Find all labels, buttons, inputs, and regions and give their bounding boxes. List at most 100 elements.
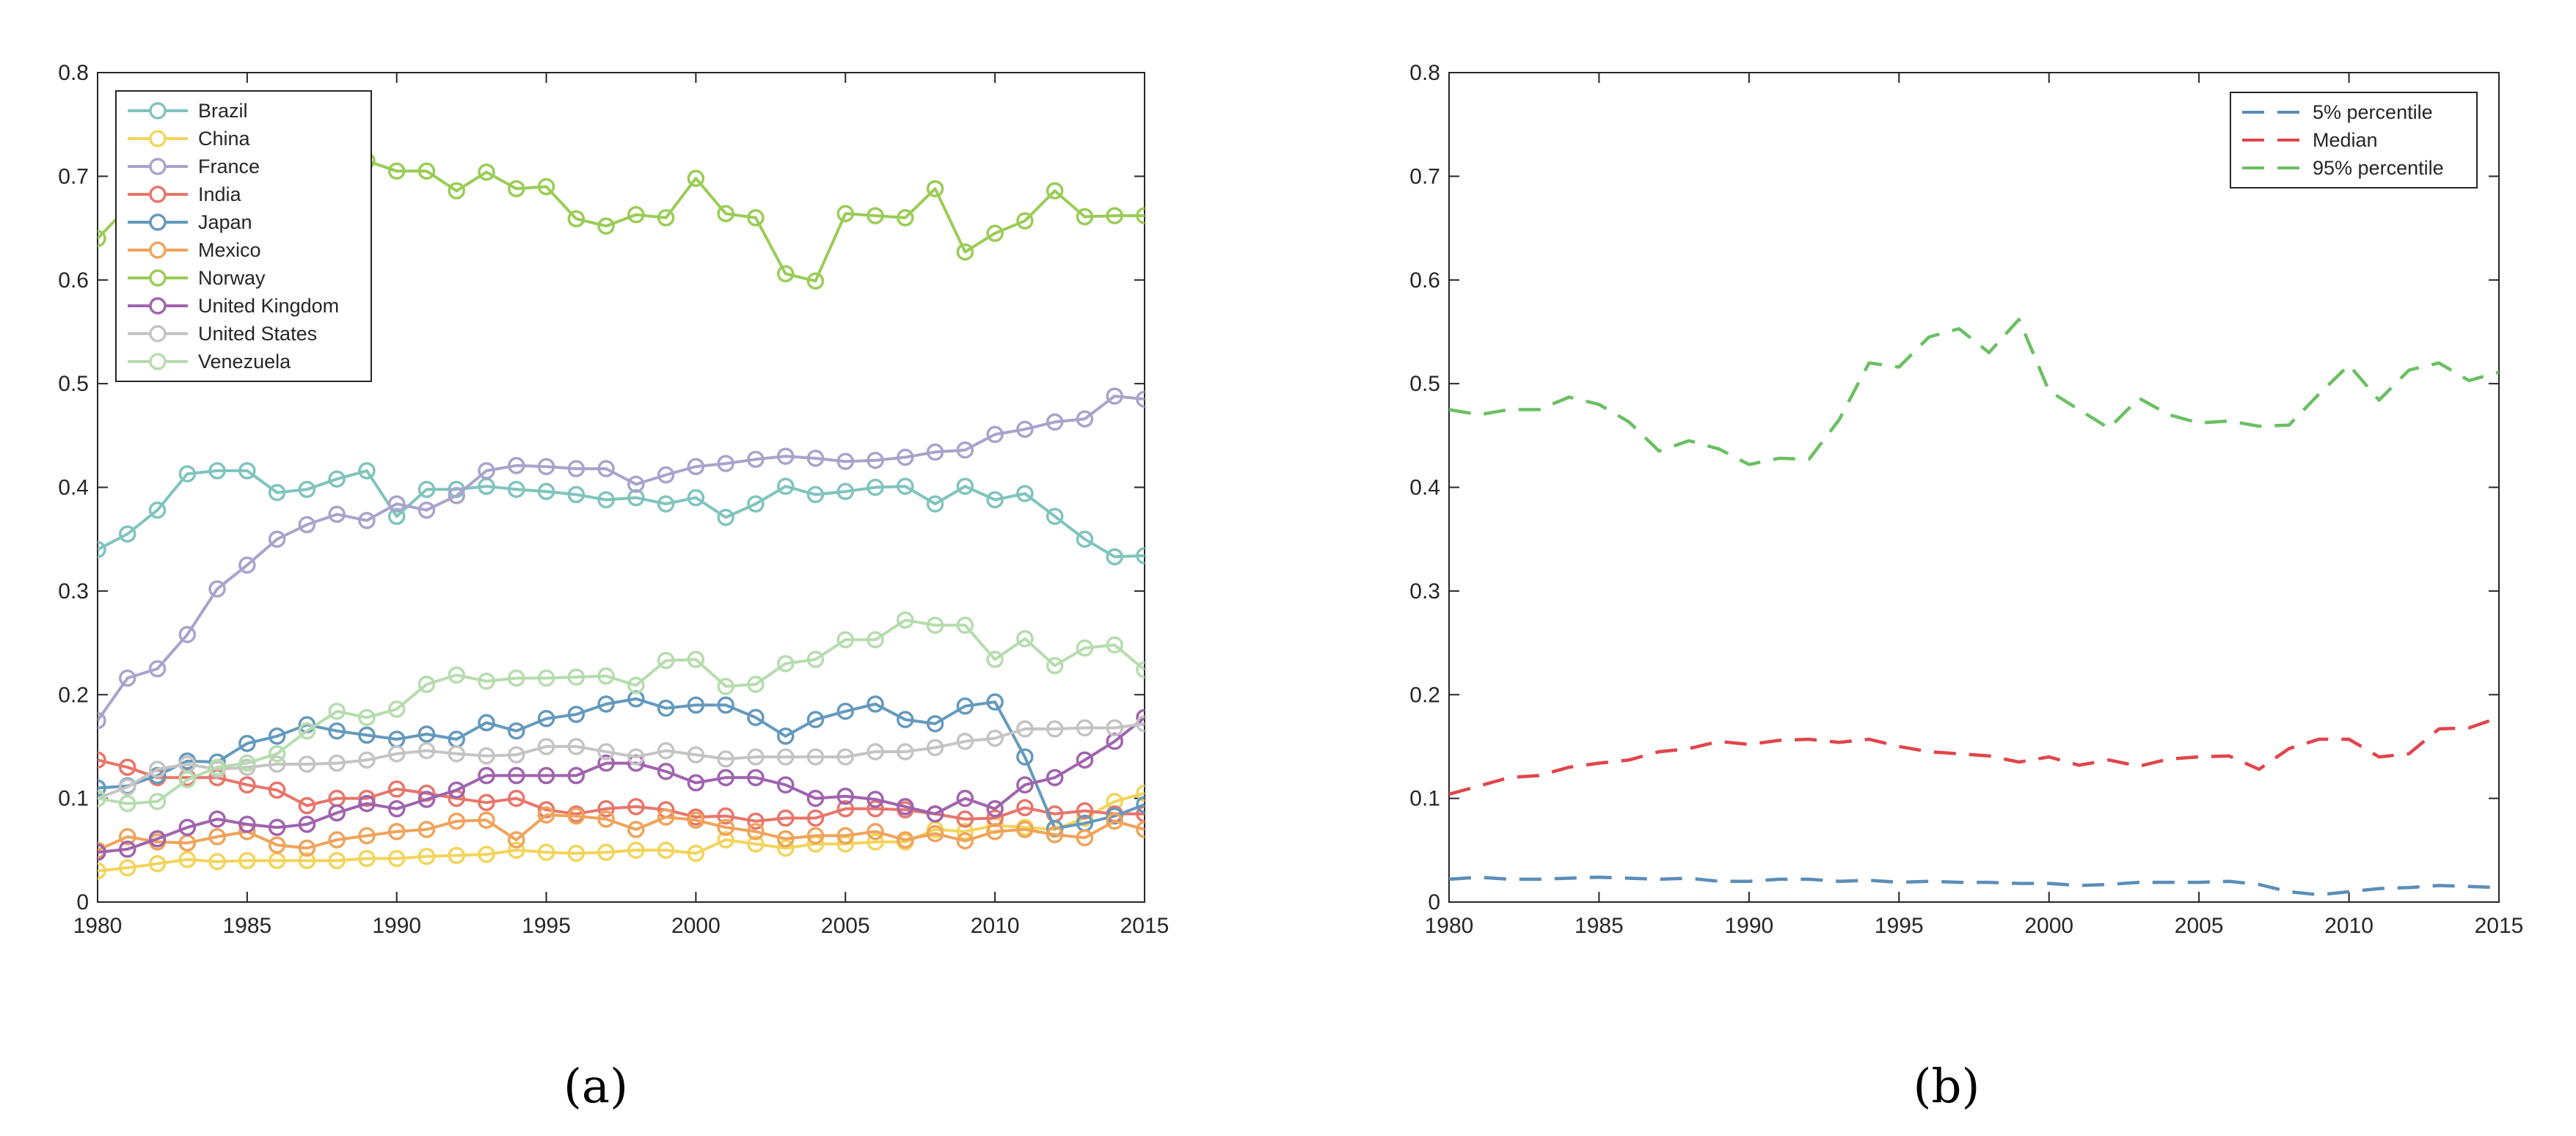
data-point-united-kingdom	[597, 754, 615, 772]
data-point-china	[567, 844, 585, 862]
data-point-brazil	[657, 495, 675, 513]
data-point-mexico	[417, 821, 436, 838]
y-tick-label: 0.2	[58, 683, 89, 707]
data-point-venezuela	[1106, 636, 1123, 654]
data-point-japan	[328, 722, 346, 740]
data-point-china	[98, 862, 106, 880]
data-point-france	[627, 475, 645, 494]
data-point-france	[1136, 390, 1145, 408]
x-tick-label: 1980	[73, 914, 123, 938]
data-point-china	[597, 843, 615, 861]
data-point-united-states	[387, 745, 406, 763]
data-point-united-kingdom	[178, 818, 197, 836]
legend-marker	[149, 241, 167, 259]
data-point-japan	[836, 703, 855, 720]
data-point-venezuela	[387, 700, 406, 718]
data-point-france	[387, 495, 406, 513]
data-point-united-kingdom	[508, 766, 525, 785]
data-point-china	[866, 833, 884, 851]
data-point-mexico	[926, 824, 944, 843]
data-point-china	[1136, 784, 1145, 802]
data-point-united-kingdom	[448, 781, 466, 799]
data-point-france	[836, 452, 855, 470]
data-point-norway	[1106, 207, 1123, 224]
data-point-brazil	[208, 462, 226, 480]
data-point-united-states	[1106, 719, 1123, 737]
data-point-norway	[1076, 208, 1094, 226]
data-point-india	[98, 751, 106, 769]
data-point-brazil	[717, 508, 734, 527]
data-point-france	[328, 505, 346, 524]
data-point-norway	[986, 224, 1004, 242]
panel-label-b: (b)	[1913, 1060, 1980, 1114]
data-point-venezuela	[358, 708, 376, 727]
data-point-china	[387, 849, 406, 868]
chart-panel-b: 0 0.1 0.2 0.3 0.4 0.5 0.6 0.7 0.8 1980 1985 1990 199…	[1409, 61, 2523, 938]
legend-marker	[149, 102, 167, 120]
legend-marker	[149, 269, 167, 287]
data-point-norway	[717, 205, 734, 223]
series-line-united-states	[98, 722, 1145, 800]
data-point-mexico	[657, 808, 675, 826]
data-point-china	[448, 846, 466, 865]
data-point-venezuela	[926, 616, 944, 634]
series-line-china	[98, 791, 1145, 873]
data-point-norway	[657, 209, 675, 227]
data-point-norway	[747, 209, 765, 227]
data-point-japan	[897, 711, 914, 728]
data-point-france	[776, 447, 795, 465]
data-point-united-states	[926, 739, 944, 757]
data-point-india	[119, 758, 136, 776]
data-point-france	[508, 457, 525, 474]
data-point-united-kingdom	[897, 798, 914, 816]
data-point-venezuela	[806, 651, 825, 668]
data-point-france	[956, 441, 974, 459]
data-point-india	[358, 789, 376, 807]
data-point-china	[178, 851, 197, 868]
legend-marker	[149, 353, 167, 370]
data-point-india	[866, 800, 884, 818]
data-point-norway	[687, 169, 705, 187]
data-point-france	[478, 462, 495, 480]
data-point-india	[717, 807, 734, 825]
data-point-united-kingdom	[1046, 769, 1064, 787]
chart-panel-a: 0 0.1 0.2 0.3 0.4 0.5 0.6 0.7 0.8 1980 1985 1990 199…	[58, 61, 1169, 938]
data-point-japan	[537, 710, 555, 728]
data-point-mexico	[1076, 829, 1094, 847]
data-point-brazil	[956, 477, 974, 495]
data-point-united-kingdom	[358, 794, 376, 813]
data-point-venezuela	[1136, 661, 1145, 679]
data-point-france	[1016, 420, 1034, 439]
data-point-china	[417, 848, 436, 865]
data-point-brazil	[986, 491, 1004, 509]
data-point-china	[238, 851, 256, 870]
data-point-united-states	[508, 746, 525, 763]
data-point-india	[1016, 799, 1034, 817]
legend-marker	[149, 186, 167, 203]
x-tick-label: 2015	[2475, 914, 2524, 938]
data-point-norway	[806, 272, 825, 290]
y-tick-label: 0.5	[1409, 372, 1440, 396]
data-point-united-kingdom	[836, 788, 855, 805]
legend-label: United States	[198, 323, 317, 345]
data-point-china	[328, 851, 346, 870]
data-point-united-states	[567, 738, 585, 755]
data-point-venezuela	[328, 703, 346, 720]
data-point-india	[1136, 805, 1145, 823]
data-point-japan	[926, 715, 944, 733]
data-point-united-states	[986, 729, 1004, 747]
data-point-brazil	[926, 495, 944, 513]
data-point-china	[148, 854, 167, 873]
panel-label-a: (a)	[563, 1060, 628, 1114]
legend-marker	[149, 130, 167, 147]
data-point-japan	[687, 696, 705, 714]
data-point-norway	[1136, 207, 1145, 224]
data-point-france	[986, 425, 1004, 444]
data-point-france	[119, 669, 136, 687]
data-point-norway	[567, 210, 585, 228]
data-point-india	[956, 810, 974, 828]
legend-label: 95% percentile	[2313, 157, 2444, 179]
data-point-india	[1076, 802, 1094, 820]
x-tick-label: 2015	[1120, 914, 1170, 938]
